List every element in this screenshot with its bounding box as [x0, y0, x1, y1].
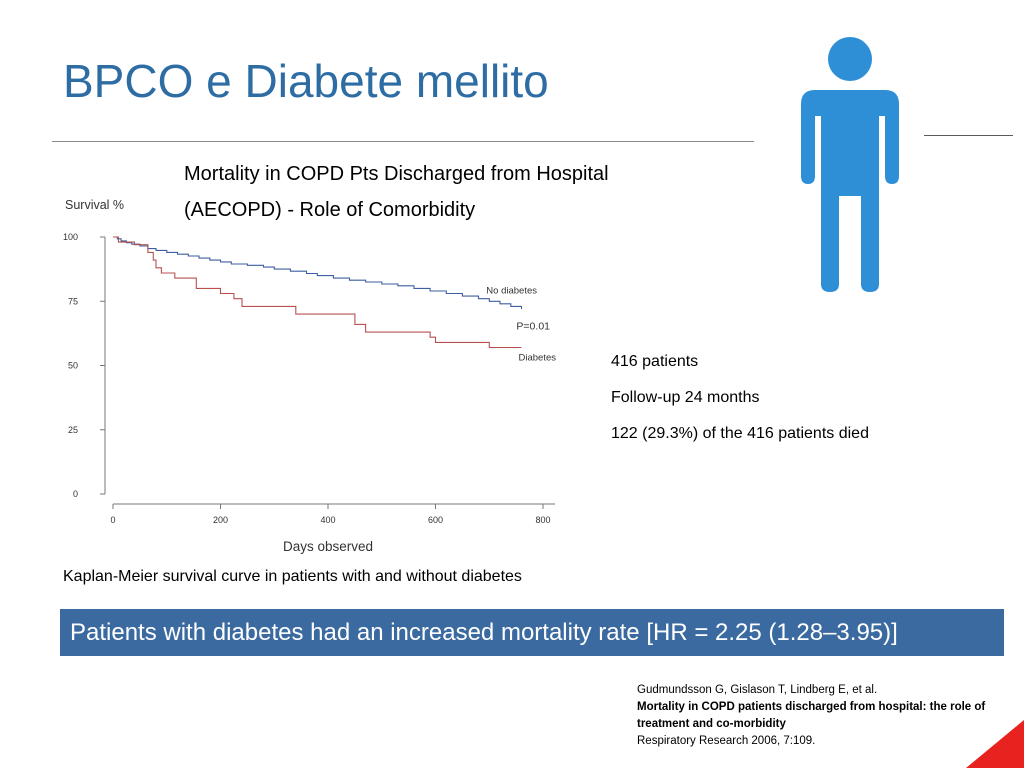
- chart-heading-line1: Mortality in COPD Pts Discharged from Ho…: [184, 163, 609, 185]
- corner-accent: [966, 720, 1024, 768]
- x-tick-label-0: 0: [110, 515, 115, 525]
- study-stats: 416 patients Follow-up 24 months 122 (29…: [611, 344, 869, 452]
- slide-title: BPCO e Diabete mellito: [63, 55, 549, 107]
- x-axis-title: Days observed: [283, 539, 373, 554]
- title-divider-right: [924, 135, 1013, 136]
- kaplan-meier-chart: 0 25 50 75 100 0 200 400 600 800 Survival % Days ob…: [63, 198, 557, 554]
- reference-authors: Gudmundsson G, Gislason T, Lindberg E, e…: [637, 684, 878, 696]
- chart-caption: Kaplan-Meier survival curve in patients …: [63, 568, 522, 585]
- stat-deaths: 122 (29.3%) of the 416 patients died: [611, 425, 869, 442]
- conclusion-banner: Patients with diabetes had an increased …: [60, 609, 1004, 656]
- person-icon: [801, 37, 899, 292]
- reference-title: Mortality in COPD patients discharged fr…: [637, 701, 986, 730]
- y-axis-title: Survival %: [65, 198, 124, 212]
- person-head: [828, 37, 872, 81]
- chart-heading: Mortality in COPD Pts Discharged from Ho…: [184, 156, 704, 228]
- reference-journal: Respiratory Research 2006, 7:109.: [637, 735, 816, 747]
- x-tick-label-600: 600: [428, 515, 443, 525]
- title-divider: [52, 141, 754, 142]
- corner-accent-triangle: [966, 720, 1024, 768]
- chart-heading-line2: (AECOPD) - Role of Comorbidity: [184, 199, 476, 221]
- p-value-annotation: P=0.01: [516, 321, 550, 333]
- y-tick-label-25: 25: [68, 425, 78, 435]
- reference-citation: Gudmundsson G, Gislason T, Lindberg E, e…: [637, 682, 1022, 750]
- x-tick-label-800: 800: [535, 515, 550, 525]
- stat-followup: Follow-up 24 months: [611, 389, 760, 406]
- series-label-no-diabetes: No diabetes: [486, 286, 537, 297]
- person-body: [801, 90, 899, 292]
- x-tick-label-400: 400: [320, 515, 335, 525]
- y-tick-label-50: 50: [68, 361, 78, 371]
- y-tick-label-0: 0: [73, 489, 78, 499]
- series-line-diabetes: [113, 236, 522, 349]
- series-label-diabetes: Diabetes: [519, 352, 557, 363]
- y-tick-label-75: 75: [68, 296, 78, 306]
- x-tick-label-200: 200: [213, 515, 228, 525]
- stat-patients: 416 patients: [611, 353, 699, 370]
- y-tick-label-100: 100: [63, 232, 78, 242]
